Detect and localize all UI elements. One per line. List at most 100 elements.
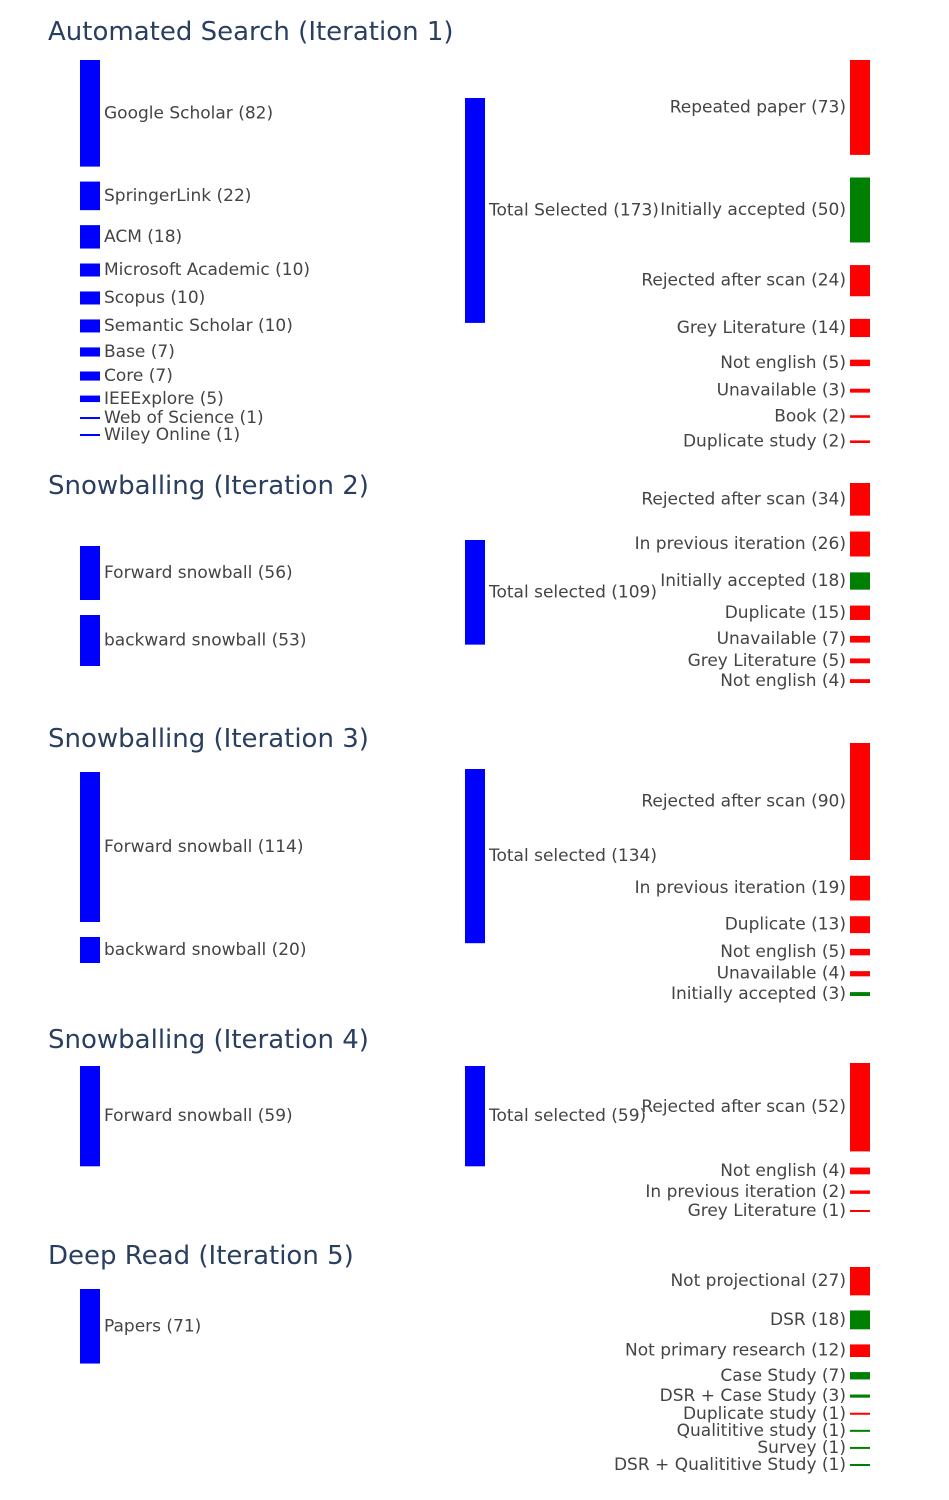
source-node-forward-snowball [80,772,100,922]
target-node-not-english [850,1167,870,1175]
target-node-duplicate-study [850,1412,870,1415]
target-node-not-english [850,948,870,956]
source-node-backward-snowball [80,937,100,963]
node-label: ACM (18) [104,227,182,247]
flow-link-source-google-scholar [100,60,465,205]
target-node-initially-accepted [850,572,870,590]
source-node-scopus [80,291,100,305]
diagram-deep-read: Deep Read (Iteration 5) Papers (71) Not p… [48,1241,870,1475]
node-label: Grey Literature (1) [688,1201,846,1221]
flow-nodes: Forward snowball (59) Total selected (59)… [80,1063,870,1221]
source-node-forward-snowball [80,546,100,600]
node-label: Unavailable (3) [717,381,846,401]
source-node-acm [80,225,100,249]
target-node-not-projectional [850,1267,870,1296]
node-label: Book (2) [774,407,846,427]
node-label: Wiley Online (1) [104,425,240,445]
middle-node-total-selected [465,540,485,645]
node-label: Total Selected (173) [488,200,659,220]
node-label: Total selected (134) [488,846,657,866]
node-label: Total selected (109) [488,582,657,602]
source-node-google-scholar [80,60,100,167]
middle-node-total-selected [465,769,485,944]
node-label: DSR + Qualititive Study (1) [614,1455,846,1475]
node-label: DSR + Case Study (3) [660,1386,846,1406]
target-node-unavailable [850,971,870,977]
target-node-duplicate-study [850,440,870,443]
node-label: Duplicate (15) [725,603,846,623]
flow-nodes: Google Scholar (82) SpringerLink (22) ACM … [80,60,870,452]
node-label: Papers (71) [104,1316,201,1336]
target-node-survey [850,1446,870,1449]
target-node-dsr-qualititive-study [850,1464,870,1466]
source-node-forward-snowball [80,1066,100,1167]
node-label: In previous iteration (26) [635,534,846,554]
node-label: Unavailable (7) [717,629,846,649]
node-label: Qualititive study (1) [677,1421,846,1441]
target-node-repeated-paper [850,60,870,155]
node-label: Not projectional (27) [670,1271,846,1291]
target-node-grey-literature [850,1210,870,1212]
diagram-title: Snowballing (Iteration 3) [48,724,369,754]
node-label: Not english (4) [720,1161,846,1181]
node-label: Initially accepted (18) [660,571,846,591]
node-label: Forward snowball (56) [104,563,293,583]
node-label: Repeated paper (73) [670,97,846,117]
node-label: backward snowball (53) [104,631,307,651]
target-node-not-english [850,359,870,367]
target-node-dsr [850,1310,870,1330]
diagram-automated-search: Automated Search (Iteration 1) Google Sc… [48,17,870,452]
target-node-initially-accepted [850,177,870,243]
node-label: Rejected after scan (34) [641,489,846,509]
node-label: Duplicate (13) [725,915,846,935]
node-label: Core (7) [104,366,173,386]
target-node-in-previous-iteration [850,875,870,901]
target-node-not-primary-research [850,1344,870,1358]
flow-link-target-repeated-paper [485,60,850,193]
source-node-ieeexplore [80,395,100,403]
source-node-base [80,347,100,357]
target-node-initially-accepted [850,992,870,996]
diagram-title: Deep Read (Iteration 5) [48,1241,354,1271]
node-label: SpringerLink (22) [104,186,251,206]
flow-nodes: Forward snowball (114) backward snowball … [80,743,870,1004]
target-node-rejected-after-scan [850,743,870,860]
node-label: Not english (4) [720,671,846,691]
node-label: IEEExplore (5) [104,389,224,409]
source-node-core [80,371,100,381]
node-label: In previous iteration (2) [645,1182,846,1202]
node-label: Not english (5) [720,353,846,373]
diagram-snowballing-iteration-3: Snowballing (Iteration 3) Forward snowba… [48,724,870,1004]
node-label: Rejected after scan (90) [641,792,846,812]
node-label: In previous iteration (19) [635,878,846,898]
node-label: backward snowball (20) [104,940,307,960]
node-label: Not primary research (12) [625,1341,846,1361]
source-node-papers [80,1289,100,1364]
node-label: Forward snowball (59) [104,1106,293,1126]
node-label: Duplicate study (1) [683,1404,846,1424]
target-node-grey-literature [850,658,870,664]
middle-node-total-selected [465,1066,485,1167]
node-label: DSR (18) [770,1310,846,1330]
node-label: Survey (1) [757,1438,846,1458]
target-node-not-english [850,679,870,683]
source-node-springerlink [80,181,100,211]
node-label: Microsoft Academic (10) [104,260,310,280]
target-node-in-previous-iteration [850,531,870,557]
source-node-microsoft-academic [80,263,100,277]
target-node-unavailable [850,388,870,393]
node-label: Not english (5) [720,942,846,962]
target-node-rejected-after-scan [850,483,870,516]
target-node-duplicate [850,605,870,620]
flow-link-target-dsr [100,1310,850,1336]
diagram-title: Snowballing (Iteration 4) [48,1025,369,1055]
target-node-duplicate [850,916,870,934]
node-label: Unavailable (4) [717,964,846,984]
target-node-book [850,415,870,418]
target-node-dsr-case-study [850,1394,870,1398]
diagram-title: Snowballing (Iteration 2) [48,471,369,501]
node-label: Rejected after scan (24) [641,271,846,291]
source-node-backward-snowball [80,615,100,666]
node-label: Scopus (10) [104,288,205,308]
node-label: Initially accepted (3) [671,984,846,1004]
